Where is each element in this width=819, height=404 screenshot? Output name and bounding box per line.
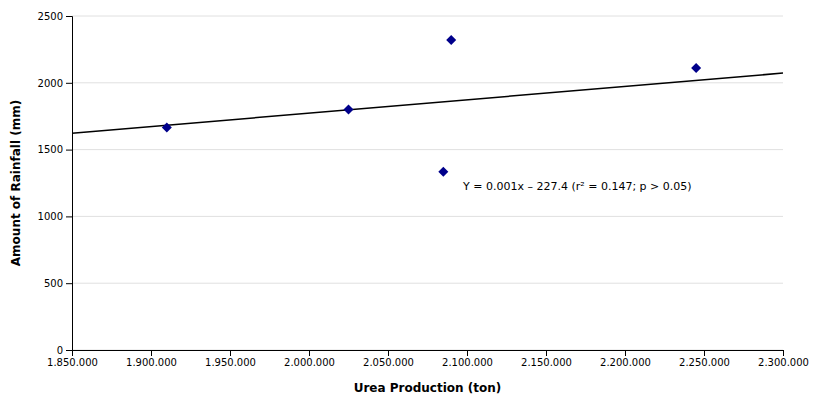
tick: 500 xyxy=(44,278,72,289)
tick: 2.100.000 xyxy=(442,350,493,368)
tick-label: 2.150.000 xyxy=(521,357,572,368)
tick-label: 2.200.000 xyxy=(600,357,651,368)
plot: 1.850.000 1.900.000 1.950.000 2.000.000 2.05… xyxy=(38,11,809,368)
tick-label: 2.100.000 xyxy=(442,357,493,368)
regression-line xyxy=(72,73,783,133)
tick: 1.850.000 xyxy=(47,350,98,368)
tick-mark xyxy=(388,350,389,356)
grid xyxy=(72,16,783,350)
axis-line xyxy=(73,351,784,357)
tick: 1.950.000 xyxy=(205,350,256,368)
grid-line xyxy=(72,283,783,284)
tick-label: 500 xyxy=(44,278,63,289)
tick-label: 1500 xyxy=(38,144,63,155)
tick-mark xyxy=(66,150,72,151)
tick-label: 2.000.000 xyxy=(284,357,335,368)
tick: 2.300.000 xyxy=(758,350,809,368)
tick-label: 2000 xyxy=(38,78,63,89)
point xyxy=(344,105,354,115)
x-axis-title: Urea Production (ton) xyxy=(354,381,502,395)
grid-line xyxy=(72,16,783,17)
chart: 1.850.000 1.900.000 1.950.000 2.000.000 2.05… xyxy=(0,0,819,404)
tick-mark xyxy=(66,216,72,217)
tick-mark xyxy=(66,83,72,84)
tick: 2.200.000 xyxy=(600,350,651,368)
point xyxy=(438,167,448,177)
tick-mark xyxy=(625,350,626,356)
tick: 2500 xyxy=(38,11,72,22)
grid-line xyxy=(72,216,783,217)
y-axis-title: Amount of Rainfall (mm) xyxy=(9,100,23,266)
point xyxy=(162,123,172,133)
tick-label: 1.950.000 xyxy=(205,357,256,368)
tick-label: 2.050.000 xyxy=(363,357,414,368)
marks xyxy=(72,35,783,177)
tick-mark xyxy=(546,350,547,356)
tick-mark xyxy=(66,16,72,17)
axis-line xyxy=(66,17,73,351)
tick-label: 2.250.000 xyxy=(679,357,730,368)
tick-label: 1.900.000 xyxy=(126,357,177,368)
tick-label: 1000 xyxy=(38,211,63,222)
tick: 1.900.000 xyxy=(126,350,177,368)
tick: 2.050.000 xyxy=(363,350,414,368)
x-axis: 1.850.000 1.900.000 1.950.000 2.000.000 2.05… xyxy=(47,350,809,368)
tick-label: 2500 xyxy=(38,11,63,22)
tick: 1500 xyxy=(38,144,72,155)
tick-mark xyxy=(230,350,231,356)
tick-label: 0 xyxy=(57,345,63,356)
tick: 1000 xyxy=(38,211,72,222)
tick: 2.000.000 xyxy=(284,350,335,368)
tick: 2.150.000 xyxy=(521,350,572,368)
tick-mark xyxy=(704,350,705,356)
tick: 0 xyxy=(57,345,72,356)
tick-mark xyxy=(783,350,784,356)
y-axis: 0 500 1000 1500 2000 2500 xyxy=(38,11,73,356)
grid-line xyxy=(72,149,783,150)
tick-label: 2.300.000 xyxy=(758,357,809,368)
tick-mark xyxy=(467,350,468,356)
point xyxy=(691,63,701,73)
tick-label: 1.850.000 xyxy=(47,357,98,368)
tick-mark xyxy=(66,350,72,351)
tick: 2000 xyxy=(38,78,72,89)
tick-mark xyxy=(66,283,72,284)
annotation: Y = 0.001x – 227.4 (r² = 0.147; p > 0.05… xyxy=(462,180,692,193)
tick: 2.250.000 xyxy=(679,350,730,368)
tick-mark xyxy=(309,350,310,356)
point xyxy=(446,35,456,45)
tick-mark xyxy=(151,350,152,356)
